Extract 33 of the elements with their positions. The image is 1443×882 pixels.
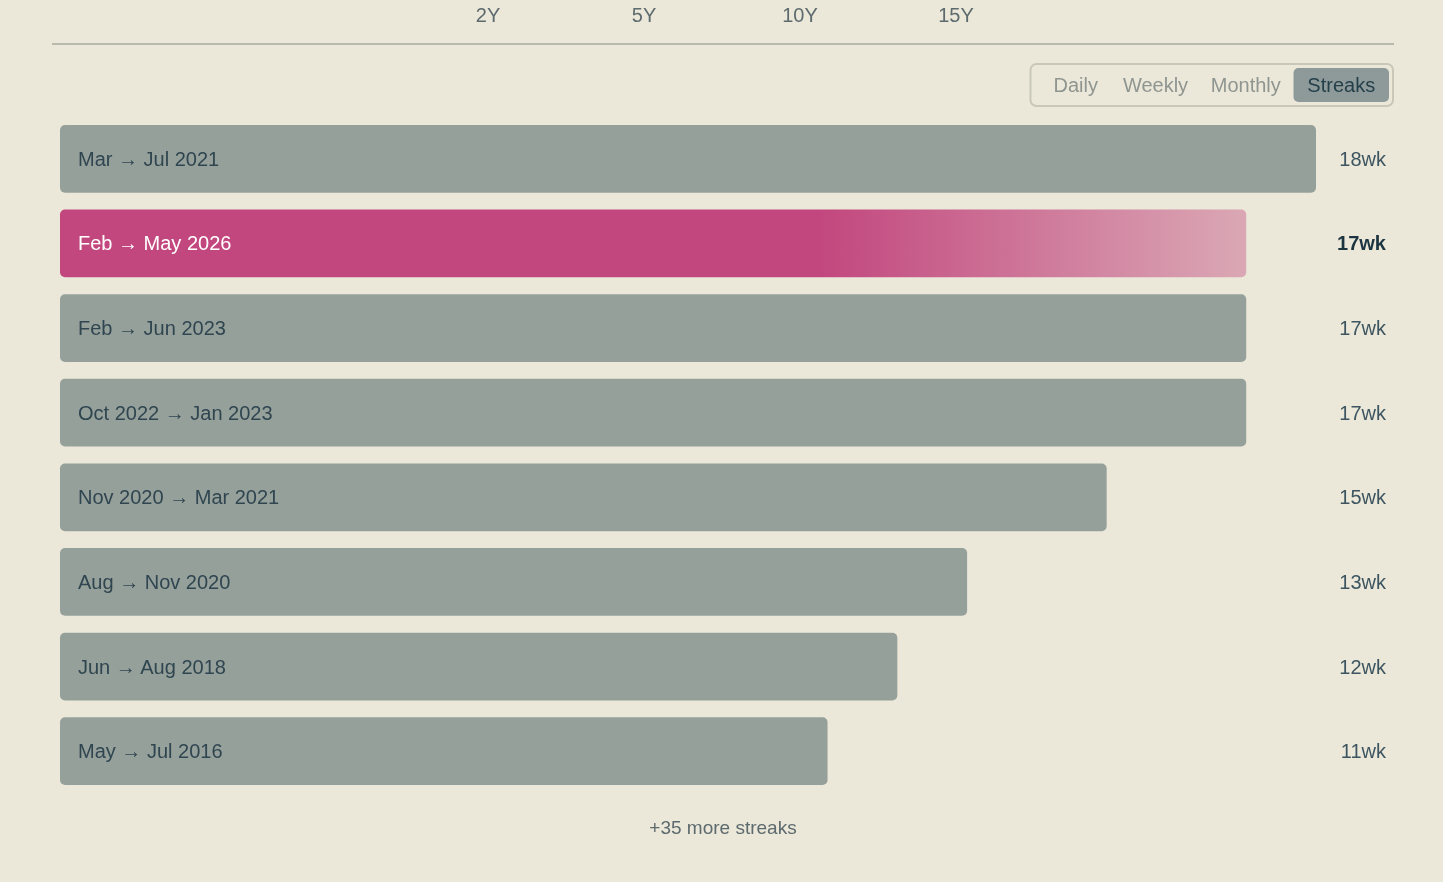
text: +35 more streaks [649,817,797,838]
y-tick-label: Mar → Jul 2021 [78,147,220,170]
y-tick-label: Feb → Jun 2023 [78,317,226,340]
data-label: 17wk [1339,317,1387,340]
y-tick-label: Nov 2020 → Mar 2021 [78,486,280,509]
data-label: 11wk [1340,740,1387,763]
y-tick-label: Jun → Aug 2018 [78,655,226,678]
data-label: 12wk [1339,655,1387,678]
data-label: 18wk [1339,147,1387,170]
bar [60,209,1247,278]
bar [60,378,1247,447]
text: Daily [1053,74,1098,96]
data-label: 15wk [1339,486,1387,509]
text: 10Y [782,4,818,26]
data-label: 17wk [1337,232,1387,255]
text: Monthly [1210,74,1281,96]
y-tick-label: Oct 2022 → Jan 2023 [78,401,273,424]
y-tick-label: Aug → Nov 2020 [78,570,231,593]
y-tick-label: May → Jul 2016 [78,740,223,763]
text: 15Y [938,4,974,26]
bar [60,125,1316,193]
y-tick-label: Feb → May 2026 [78,232,232,255]
text: Weekly [1122,74,1189,96]
data-label: 13wk [1339,570,1387,593]
bar [60,548,968,616]
data-label: 17wk [1339,401,1387,424]
text: 5Y [631,4,657,26]
bar [60,717,828,785]
bar [60,294,1247,362]
text: 2Y [475,4,501,26]
bar [60,632,898,701]
text: Streaks [1307,74,1376,96]
bar [60,463,1107,532]
